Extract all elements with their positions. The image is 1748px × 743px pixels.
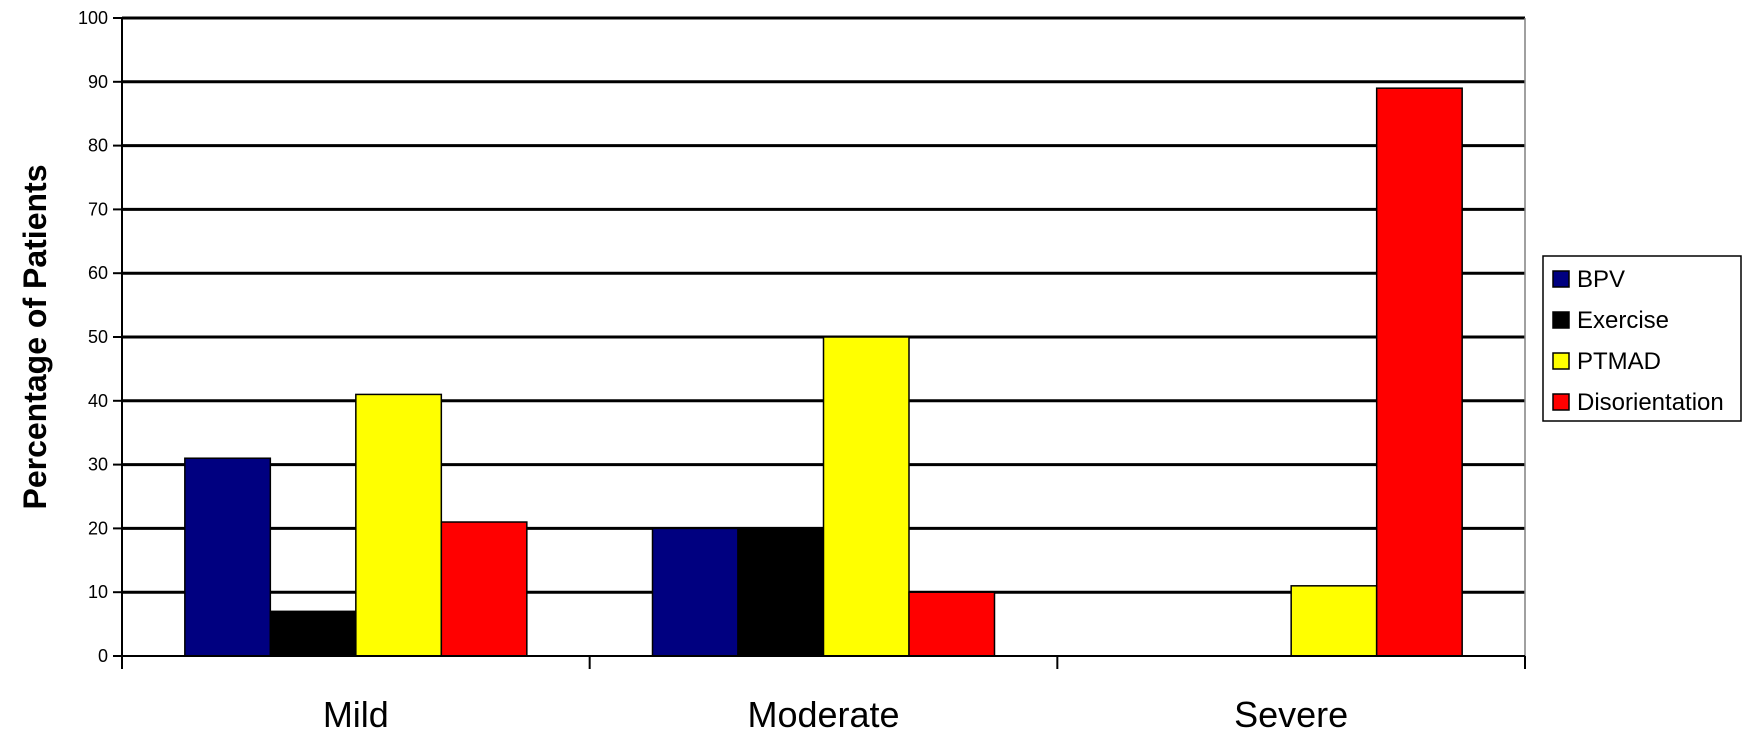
legend-swatch xyxy=(1552,393,1570,411)
legend-label: Exercise xyxy=(1577,307,1669,334)
y-tick-label: 0 xyxy=(98,646,108,666)
y-tick-label: 20 xyxy=(88,518,108,538)
y-tick-label: 100 xyxy=(78,8,108,28)
y-tick-label: 40 xyxy=(88,391,108,411)
legend-swatch xyxy=(1552,270,1570,288)
bar-disorientation-mild xyxy=(440,521,528,657)
legend-label: BPV xyxy=(1577,266,1625,293)
y-tick-label: 70 xyxy=(88,199,108,219)
legend-box xyxy=(1542,255,1742,422)
y-tick-label: 90 xyxy=(88,72,108,92)
y-tick-label: 80 xyxy=(88,136,108,156)
bar-ptmad-mild xyxy=(355,393,443,657)
legend-swatch xyxy=(1552,311,1570,329)
legend-label: PTMAD xyxy=(1577,348,1661,375)
bar-exercise-mild xyxy=(269,610,357,657)
y-tick-label: 10 xyxy=(88,582,108,602)
y-axis-label: Percentage of Patients xyxy=(17,165,53,510)
bars xyxy=(184,87,1463,657)
legend-label: Disorientation xyxy=(1577,389,1724,416)
x-category-label: Severe xyxy=(1234,694,1348,735)
bar-disorientation-moderate xyxy=(908,591,996,657)
y-tick-label: 30 xyxy=(88,455,108,475)
axes: 0 10 20 30 40 50 60 70 80 90 100 Mild Moderate Severe xyxy=(78,8,1526,735)
bar-exercise-moderate xyxy=(737,527,825,657)
bar-bpv-moderate xyxy=(651,527,739,657)
bar-ptmad-severe xyxy=(1290,585,1378,657)
legend-swatch xyxy=(1552,352,1570,370)
bar-ptmad-moderate xyxy=(822,336,910,657)
x-category-label: Moderate xyxy=(747,694,899,735)
y-tick-label: 60 xyxy=(88,263,108,283)
bar-disorientation-severe xyxy=(1375,87,1463,657)
y-tick-label: 50 xyxy=(88,327,108,347)
x-category-label: Mild xyxy=(323,694,389,735)
legend: BPV Exercise PTMAD Disorientation xyxy=(1542,255,1742,422)
bar-bpv-mild xyxy=(184,457,272,657)
